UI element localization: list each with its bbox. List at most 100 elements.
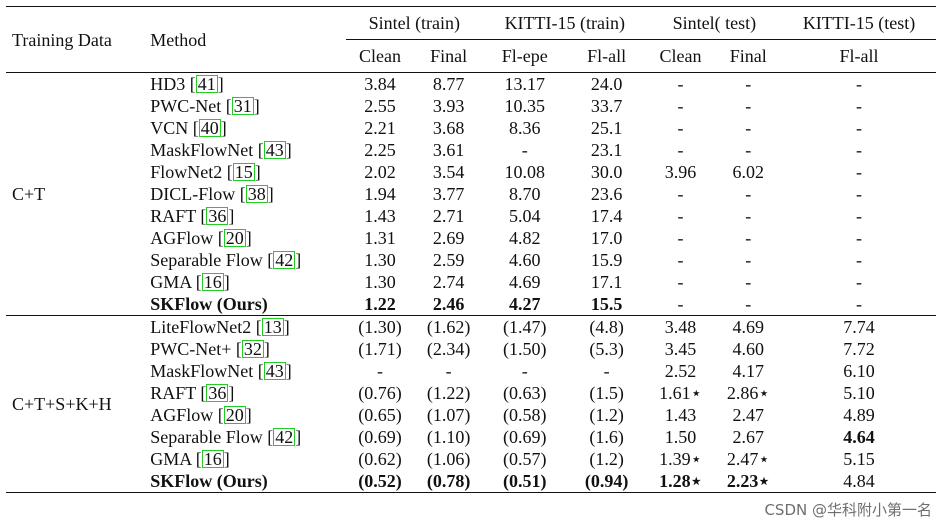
value-cell: (1.07) — [426, 405, 471, 425]
value-cell: 1.22 — [364, 294, 396, 314]
citation-link[interactable]: 42 — [273, 250, 296, 270]
subcol-header: Clean — [659, 46, 702, 66]
value-cell: 4.82 — [509, 228, 541, 248]
method-name: MaskFlowNet — [150, 140, 254, 160]
table-row: DICL-Flow [38] 1.94 3.77 8.70 23.6 - - - — [6, 183, 936, 205]
citation-link[interactable]: 36 — [206, 206, 229, 226]
value-cell: 1.39⋆ — [659, 449, 702, 469]
value-cell: - — [745, 228, 752, 248]
value-cell: (0.63) — [503, 383, 547, 403]
table-row: PWC-Net [31] 2.55 3.93 10.35 33.7 - - - — [6, 95, 936, 117]
citation-link[interactable]: 38 — [245, 184, 268, 204]
citation-link[interactable]: 40 — [198, 118, 221, 138]
results-table: Training Data Method Sintel (train) KITT… — [6, 6, 936, 493]
method-cell: SKFlow (Ours) — [144, 470, 345, 493]
value-cell: (1.2) — [589, 405, 624, 425]
value-cell: - — [856, 228, 863, 248]
value-cell: 8.36 — [509, 118, 541, 138]
value-cell: 30.0 — [590, 162, 623, 182]
citation-link[interactable]: 32 — [241, 339, 264, 359]
table-row: GMA [16] 1.30 2.74 4.69 17.1 - - - — [6, 271, 936, 293]
citation-link[interactable]: 15 — [232, 162, 255, 182]
method-cell: HD3 [41] — [150, 74, 224, 94]
value-cell: (0.51) — [503, 471, 547, 491]
group-header: Sintel (train) — [345, 6, 483, 40]
citation-link[interactable]: 16 — [201, 449, 224, 469]
value-cell: 2.52 — [664, 361, 697, 381]
method-name: Separable Flow — [150, 250, 263, 270]
value-cell: 2.71 — [432, 206, 465, 226]
value-cell: (1.30) — [345, 315, 415, 338]
value-cell: 1.50 — [664, 427, 697, 447]
group-header: KITTI-15 (test) — [782, 6, 936, 40]
value-cell: (1.71) — [358, 339, 402, 359]
subcol-header: Fl-epe — [501, 46, 548, 66]
citation-link[interactable]: 42 — [273, 427, 296, 447]
value-cell: - — [856, 96, 863, 116]
value-cell: 2.47 — [732, 405, 764, 425]
citation-link[interactable]: 41 — [195, 74, 218, 94]
value-cell: 5.04 — [509, 206, 541, 226]
citation-link[interactable]: 43 — [263, 140, 286, 160]
citation-link[interactable]: 31 — [231, 96, 254, 116]
method-cell: AGFlow [20] — [150, 405, 252, 425]
table-row: RAFT [36] (0.76) (1.22) (0.63) (1.5) 1.61⋆ 2.8… — [6, 382, 936, 404]
method-cell: PWC-Net+ [32] — [150, 339, 270, 359]
value-cell: 4.69 — [714, 315, 783, 338]
value-cell: 23.6 — [590, 184, 623, 204]
value-cell: 2.67 — [732, 427, 764, 447]
citation-link[interactable]: 43 — [263, 361, 286, 381]
value-cell: 5.15 — [843, 449, 875, 469]
value-cell: 8.77 — [432, 74, 465, 94]
value-cell: 3.93 — [432, 96, 465, 116]
value-cell: (1.2) — [589, 449, 624, 469]
value-cell: (0.52) — [358, 471, 402, 491]
value-cell: - — [521, 361, 528, 381]
value-cell: 4.64 — [843, 427, 875, 447]
method-name: HD3 — [150, 74, 186, 94]
value-cell: 3.54 — [432, 162, 465, 182]
value-cell: (0.69) — [358, 427, 402, 447]
subcol-header: Clean — [359, 46, 401, 66]
table-row: MaskFlowNet [43] 2.25 3.61 - 23.1 - - - — [6, 139, 936, 161]
value-cell: (0.65) — [358, 405, 402, 425]
value-cell: - — [856, 250, 863, 270]
value-cell: (1.5) — [589, 383, 624, 403]
watermark: CSDN @华科附小第一名 — [764, 501, 932, 519]
value-cell: - — [856, 74, 863, 94]
value-cell: 7.74 — [782, 315, 936, 338]
table-row: PWC-Net+ [32] (1.71) (2.34) (1.50) (5.3) 3.45… — [6, 338, 936, 360]
group-header: KITTI-15 (train) — [482, 6, 647, 40]
subcol-header: Fl-all — [839, 46, 879, 66]
value-cell: - — [677, 272, 684, 292]
value-cell: - — [745, 140, 752, 160]
value-cell: (0.57) — [503, 449, 547, 469]
citation-link[interactable]: 36 — [206, 383, 229, 403]
citation-link[interactable]: 20 — [223, 228, 246, 248]
value-cell: - — [677, 294, 684, 314]
method-name: AGFlow — [150, 405, 214, 425]
method-cell: VCN [40] — [150, 118, 227, 138]
value-cell: 2.74 — [432, 272, 465, 292]
method-cell: DICL-Flow [38] — [150, 184, 274, 204]
value-cell: 4.60 — [509, 250, 541, 270]
value-cell: 3.84 — [364, 74, 396, 94]
value-cell: - — [856, 140, 863, 160]
table-row: RAFT [36] 1.43 2.71 5.04 17.4 - - - — [6, 205, 936, 227]
value-cell: 1.61⋆ — [659, 383, 702, 403]
value-cell: 2.55 — [364, 96, 396, 116]
method-name: AGFlow — [150, 228, 214, 248]
value-cell: (0.69) — [503, 427, 547, 447]
citation-link[interactable]: 20 — [223, 405, 246, 425]
value-cell: (0.94) — [584, 471, 629, 491]
value-cell: 4.69 — [509, 272, 541, 292]
value-cell: - — [856, 118, 863, 138]
value-cell: 4.89 — [843, 405, 875, 425]
method-cell: GMA [16] — [150, 272, 230, 292]
method-name: GMA — [150, 449, 192, 469]
citation-link[interactable]: 16 — [201, 272, 224, 292]
method-cell: MaskFlowNet [43] — [150, 140, 292, 160]
value-cell: - — [677, 74, 684, 94]
citation-link[interactable]: 13 — [261, 317, 284, 337]
value-cell: 1.94 — [364, 184, 396, 204]
